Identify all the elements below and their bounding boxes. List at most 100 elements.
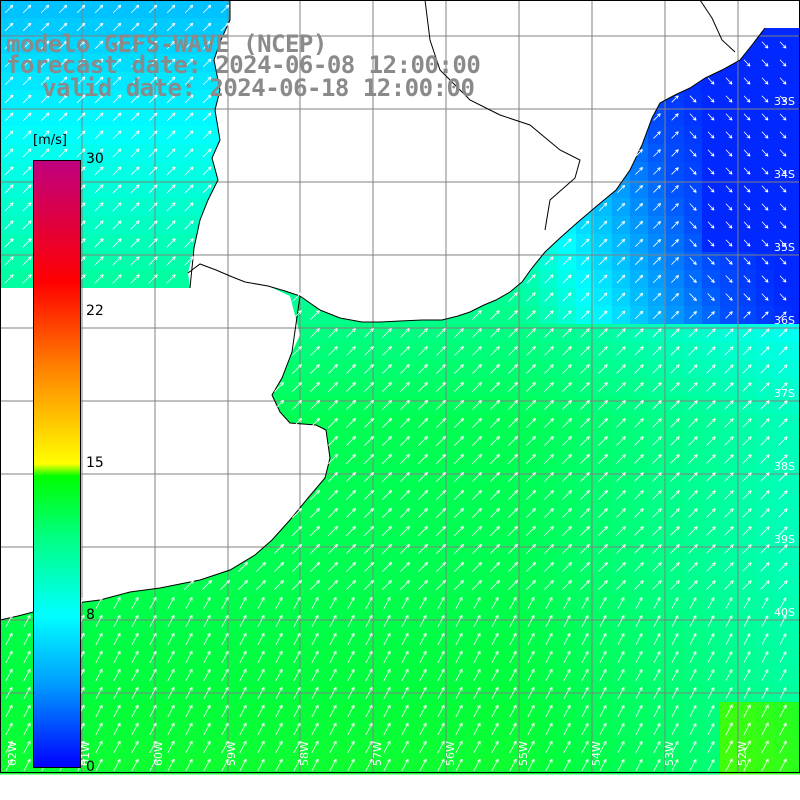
wind-arrow — [779, 257, 787, 265]
wind-arrow — [473, 686, 481, 700]
wind-arrow — [581, 686, 589, 700]
wind-arrow — [635, 167, 643, 175]
wind-arrow — [112, 76, 122, 86]
wind-arrow — [40, 58, 50, 68]
wind-arrow — [670, 382, 680, 392]
wind-arrow — [616, 292, 626, 302]
wind-arrow — [346, 579, 357, 590]
wind-arrow — [634, 472, 644, 482]
wind-arrow — [455, 740, 463, 754]
wind-arrow — [455, 614, 463, 628]
wind-arrow — [130, 184, 140, 194]
wind-arrow — [742, 418, 752, 428]
wind-arrow — [418, 399, 429, 410]
wind-arrow — [419, 722, 427, 736]
wind-arrow — [400, 435, 411, 446]
wind-arrow — [293, 596, 301, 610]
wind-arrow — [779, 221, 787, 229]
wind-arrow — [346, 561, 357, 572]
wind-arrow — [346, 507, 357, 518]
wind-arrow — [580, 364, 590, 374]
wind-arrow — [292, 346, 302, 356]
wind-arrow — [707, 705, 715, 717]
wind-arrow — [184, 112, 194, 122]
wind-arrow — [4, 184, 14, 194]
wind-arrow — [616, 544, 626, 554]
wind-arrow — [779, 704, 787, 718]
field-cell — [792, 396, 800, 415]
wind-arrow — [311, 668, 319, 682]
wind-arrow — [544, 526, 554, 536]
colorbar-unit-label: [m/s] — [33, 133, 67, 148]
wind-arrow — [148, 58, 158, 68]
wind-arrow — [544, 508, 554, 518]
wind-arrow — [436, 328, 446, 338]
wind-arrow — [580, 490, 590, 500]
wind-arrow — [742, 526, 752, 536]
wind-arrow — [221, 758, 229, 772]
wind-arrow — [184, 166, 194, 176]
wind-arrow — [40, 130, 50, 140]
wind-arrow — [221, 614, 229, 628]
wind-arrow — [545, 596, 553, 610]
longitude-label: 61W — [79, 741, 92, 766]
wind-arrow — [239, 740, 247, 754]
wind-arrow — [130, 58, 140, 68]
wind-arrow — [707, 185, 715, 193]
wind-arrow — [635, 632, 643, 645]
wind-arrow — [473, 668, 481, 682]
wind-arrow — [598, 472, 608, 482]
wind-arrow — [598, 436, 608, 446]
wind-arrow — [148, 76, 158, 86]
wind-arrow — [635, 722, 643, 735]
wind-arrow — [418, 328, 428, 338]
wind-arrow — [76, 130, 86, 140]
wind-arrow — [761, 615, 769, 627]
wind-arrow — [689, 257, 697, 266]
wind-arrow — [778, 382, 788, 392]
wind-arrow — [310, 328, 320, 338]
wind-arrow — [706, 346, 716, 356]
wind-arrow — [220, 22, 230, 32]
wind-arrow — [4, 58, 14, 68]
wind-arrow — [166, 202, 176, 212]
wind-arrow — [671, 292, 680, 301]
wind-arrow — [130, 220, 140, 230]
wind-arrow — [725, 113, 733, 121]
wind-arrow — [148, 94, 158, 104]
wind-arrow — [725, 131, 733, 139]
wind-arrow — [598, 418, 608, 428]
wind-arrow — [310, 561, 321, 572]
wind-arrow — [419, 632, 427, 646]
wind-arrow — [707, 723, 715, 735]
wind-arrow — [202, 22, 212, 32]
wind-arrow — [329, 650, 337, 664]
wind-arrow — [328, 579, 339, 590]
wind-arrow — [400, 489, 411, 500]
field-cell — [792, 36, 800, 55]
wind-arrow — [329, 668, 337, 682]
wind-arrow — [490, 310, 500, 320]
wind-arrow — [761, 293, 769, 301]
wind-arrow — [562, 310, 572, 320]
wind-arrow — [436, 507, 447, 518]
wind-arrow — [653, 597, 661, 609]
wind-arrow — [724, 382, 734, 392]
wind-arrow — [112, 184, 122, 194]
wind-arrow — [113, 614, 121, 628]
field-cell — [792, 612, 800, 631]
wind-arrow — [436, 399, 447, 410]
wind-arrow — [418, 471, 429, 482]
wind-arrow — [581, 650, 589, 663]
longitude-label: 55W — [517, 741, 530, 766]
wind-arrow — [688, 526, 698, 536]
wind-arrow — [653, 238, 662, 247]
wind-arrow — [437, 650, 445, 664]
wind-arrow — [148, 130, 158, 140]
wind-arrow — [364, 525, 375, 536]
wind-arrow — [508, 399, 519, 410]
wind-arrow — [347, 596, 355, 610]
wind-arrow — [671, 669, 679, 681]
wind-arrow — [436, 453, 447, 464]
wind-arrow — [634, 364, 644, 374]
